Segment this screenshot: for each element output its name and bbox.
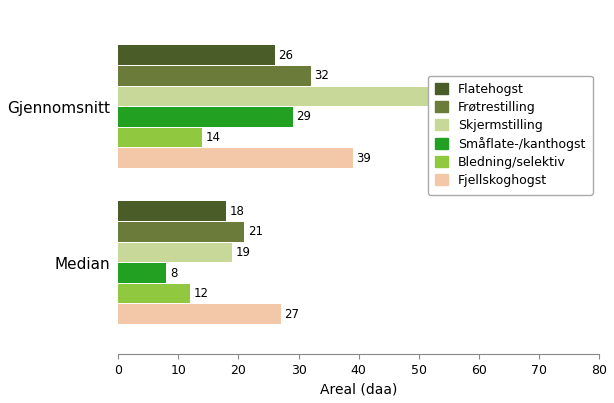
Bar	[119, 46, 274, 65]
Bar	[119, 66, 311, 85]
Text: 32: 32	[314, 69, 329, 82]
Bar	[119, 284, 190, 303]
Bar	[119, 263, 166, 283]
Legend: Flatehogst, Frøtrestilling, Skjermstilling, Småflate-/kanthogst, Bledning/selekt: Flatehogst, Frøtrestilling, Skjermstilli…	[428, 76, 593, 195]
Text: 19: 19	[236, 246, 251, 259]
Bar	[119, 202, 227, 221]
Bar	[119, 87, 527, 106]
Bar	[119, 243, 233, 262]
Bar	[119, 107, 292, 127]
Bar	[119, 222, 244, 242]
Bar	[119, 304, 281, 324]
Bar	[119, 128, 203, 147]
Text: 18: 18	[230, 205, 245, 218]
Text: 14: 14	[206, 131, 221, 144]
Text: 27: 27	[284, 308, 299, 321]
Text: 21: 21	[248, 225, 263, 238]
X-axis label: Areal (daa): Areal (daa)	[320, 382, 397, 396]
Text: 39: 39	[356, 152, 371, 165]
Text: 12: 12	[194, 287, 209, 300]
Text: 29: 29	[296, 110, 311, 123]
Bar	[119, 148, 352, 168]
Text: 8: 8	[170, 266, 177, 280]
Text: 68: 68	[530, 90, 545, 103]
Text: 26: 26	[278, 49, 293, 62]
